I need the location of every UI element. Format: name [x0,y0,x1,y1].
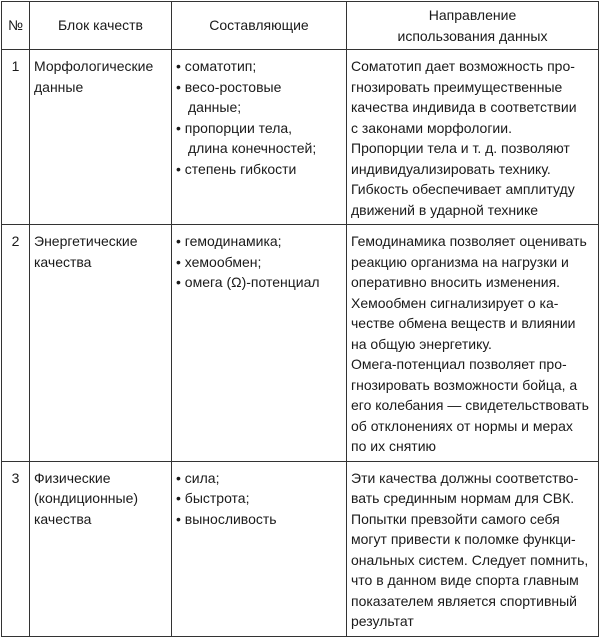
row-number: 2 [1,224,30,462]
usage-direction-line: Соматотип дает возможность про- [351,58,575,74]
header-direction: Направление использования данных [346,1,599,50]
components-list: соматотип; весо-ростовые данные; пропорции … [171,49,347,225]
component-line: весо-ростовые [184,78,282,95]
component-item: быстрота; [176,488,342,509]
usage-direction-line: качества индивида в соответствии [351,99,577,115]
component-item: степень гибкости [176,159,342,180]
component-line: омега (Ω)-потенциал [184,274,320,290]
usage-direction-line: честве обмена веществ и влиянии [351,315,576,331]
usage-direction-line: реакцию организма на нагрузки и [351,253,569,270]
usage-direction-line: Гибкость обеспечивает амплитуду [351,181,575,197]
quality-block-line: качества [34,510,92,527]
quality-block: Морфологические данные [29,49,172,225]
usage-direction-line: Омега-потенциал позволяет про- [351,356,567,372]
quality-block-line: Морфологические [34,58,154,74]
table-header-row: № Блок качеств Составляющие Направление … [1,1,599,50]
component-line: сила; [184,469,220,486]
component-line: гемодинамика; [184,233,282,249]
components-list: гемодинамика; хемообмен; омега (Ω)-потенци… [171,224,347,462]
usage-direction-line: вать срединным нормам для СВК. [351,490,575,506]
component-line: пропорции тела, [184,119,293,136]
usage-direction-line: Попытки превзойти самого себя [351,510,560,527]
usage-direction-line: оперативно вносить изменения. [351,274,561,290]
component-item: гемодинамика; [176,231,342,252]
usage-direction-line: индивидуализировать технику. [351,160,551,177]
component-item: весо-ростовые данные; [176,77,342,118]
quality-block-line: Физические [34,469,111,486]
component-item: хемообмен; [176,252,342,273]
usage-direction: Соматотип дает возможность про-гнозирова… [346,49,599,225]
usage-direction-line: гнозировать преимущественные [351,78,563,95]
component-line: хемообмен; [184,253,262,270]
quality-block: Энергетические качества [29,224,172,462]
component-line: соматотип; [184,58,257,74]
usage-direction-line: на общую энергетику. [351,335,492,352]
component-item: омега (Ω)-потенциал [176,272,342,293]
component-item: сила; [176,468,342,489]
usage-direction-line: результат [351,613,414,629]
usage-direction-line: об отклонениях от нормы и мерах [351,417,573,434]
header-direction-line: Направление [428,7,517,23]
usage-direction: Гемодинамика позволяет оценивать реакцию … [346,224,599,462]
quality-block-line: данные [34,78,84,95]
quality-block-line: Энергетические [34,233,138,249]
component-line: быстрота; [184,490,250,506]
usage-direction-line: могут привести к поломке функци- [351,531,576,547]
usage-direction: Эти качества должны соответство-вать сре… [346,460,599,637]
header-components: Составляющие [171,1,347,50]
usage-direction-line: Эти качества должны соответство- [351,469,579,486]
usage-direction-line: показателем является спортивный [351,592,577,609]
usage-direction-line: гнозировать возможности бойца, а [351,376,578,393]
usage-direction-line: его колебания — свидетельствовать [351,397,589,413]
quality-block: Физические (кондиционные) качества [29,460,172,637]
usage-direction-line: ональных систем. Следует помнить, [351,551,589,568]
component-line: степень гибкости [184,160,297,177]
usage-direction-line: что в данном виде спорта главным [351,572,579,588]
components-list: сила; быстрота; выносливость [171,460,347,637]
component-line: данные; [188,99,242,115]
usage-direction-line: движений в ударной технике [351,201,539,218]
usage-direction-line: Гемодинамика позволяет оценивать [351,233,587,249]
header-num: № [1,1,30,50]
row-number: 3 [1,460,30,637]
usage-direction-line: с законами морфологии. [351,119,512,136]
row-number: 1 [1,49,30,225]
header-direction-line: использования данных [397,27,548,44]
quality-block-line: качества [34,253,92,270]
component-item: соматотип; [176,56,342,77]
component-item: выносливость [176,509,342,530]
usage-direction-line: Хемообмен сигнализирует о ка- [351,294,559,311]
usage-direction-line: Пропорции тела и т. д. позволяют [351,140,570,156]
quality-block-line: (кондиционные) [34,490,139,506]
component-line: выносливость [184,510,277,527]
component-item: пропорции тела, длина конечностей; [176,118,342,159]
usage-direction-line: по их снятию [351,438,437,454]
header-block: Блок качеств [29,1,172,50]
component-line: длина конечностей; [188,140,317,156]
